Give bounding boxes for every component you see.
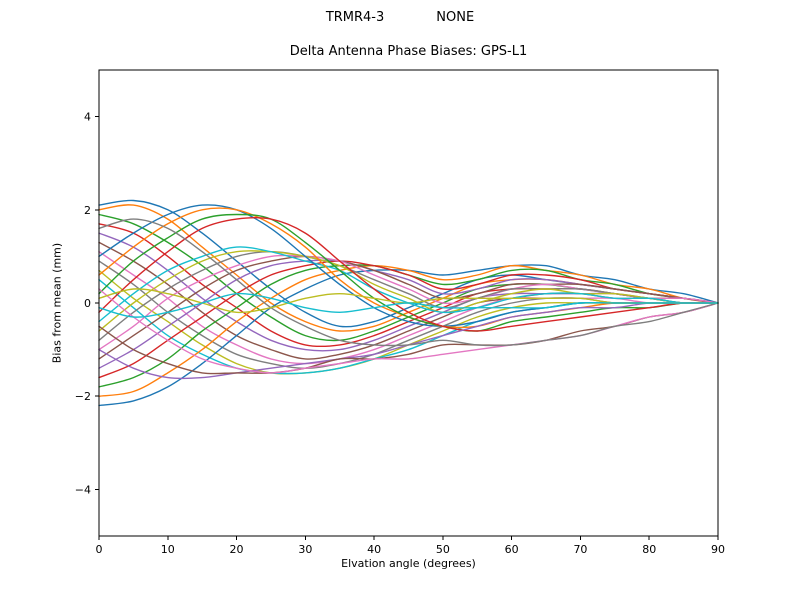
series-line	[98, 232, 719, 352]
series-line	[98, 218, 719, 347]
series-line	[98, 292, 719, 318]
series-line	[98, 213, 719, 332]
series-line	[98, 288, 719, 314]
y-tick-label: −4	[75, 483, 91, 496]
suptitle-station: TRMR4-3	[325, 10, 385, 25]
figure-suptitle: TRMR4-3 NONE	[0, 10, 800, 25]
series-line	[98, 260, 719, 369]
x-tick-label: 60	[505, 543, 519, 556]
series-line	[98, 250, 719, 332]
y-tick-label: 2	[84, 204, 91, 217]
x-tick-label: 80	[642, 543, 656, 556]
y-tick-label: 0	[84, 297, 91, 310]
x-tick-label: 40	[367, 543, 381, 556]
x-tick-label: 10	[161, 543, 175, 556]
series-line	[98, 260, 719, 379]
y-tick-label: −2	[75, 390, 91, 403]
chart-title: Delta Antenna Phase Biases: GPS-L1	[289, 44, 528, 59]
suptitle-receiver: NONE	[436, 10, 475, 25]
x-tick-label: 70	[573, 543, 587, 556]
x-tick-label: 20	[230, 543, 244, 556]
x-axis-label: Elvation angle (degrees)	[341, 557, 476, 570]
x-tick-label: 50	[436, 543, 450, 556]
x-tick-label: 0	[96, 543, 103, 556]
x-tick-label: 90	[711, 543, 725, 556]
series-line	[98, 255, 719, 360]
x-tick-label: 30	[298, 543, 312, 556]
y-tick-label: 4	[84, 111, 91, 124]
series-line	[98, 216, 719, 332]
